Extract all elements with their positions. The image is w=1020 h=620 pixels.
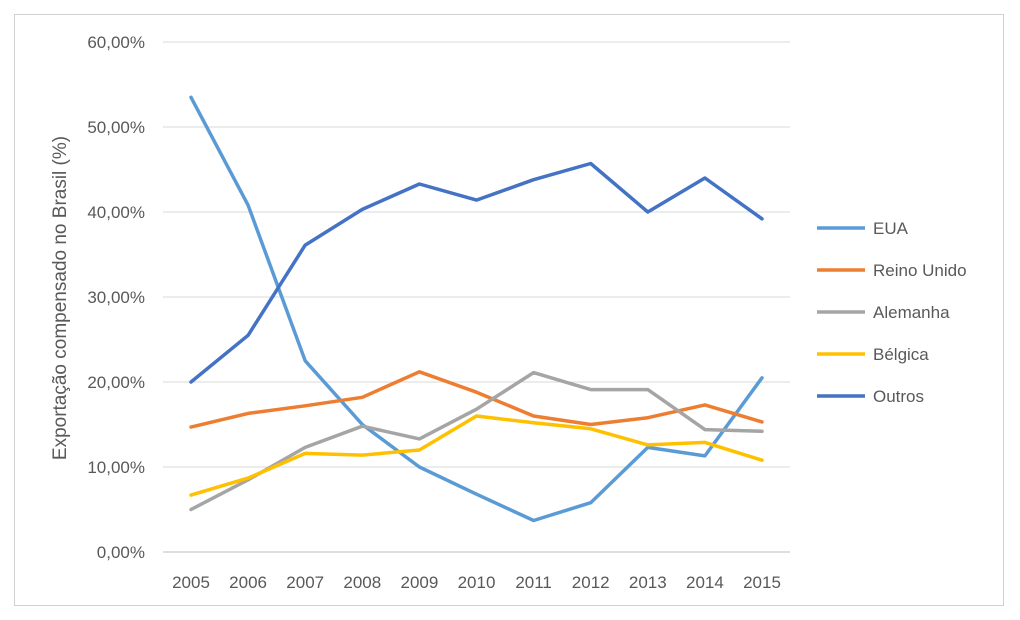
y-axis-ticks: 0,00% 10,00% 20,00% 30,00% 40,00% 50,00% 60,00… — [87, 33, 145, 562]
legend-label: Alemanha — [873, 303, 950, 322]
series-line-alemanha — [189, 370, 764, 512]
y-tick-label: 40,00% — [87, 203, 145, 222]
x-tick-label: 2008 — [343, 573, 381, 592]
x-axis-ticks: 2005 2006 2007 2008 2009 2010 2011 2012 2013 2014… — [172, 573, 781, 592]
legend-label: Outros — [873, 387, 924, 406]
series-line-eua — [189, 95, 764, 523]
x-tick-label: 2015 — [743, 573, 781, 592]
x-tick-label: 2010 — [458, 573, 496, 592]
legend: EUA Reino Unido Alemanha Bélgica Outros — [817, 219, 967, 406]
legend-label: EUA — [873, 219, 909, 238]
y-tick-label: 50,00% — [87, 118, 145, 137]
legend-label: Bélgica — [873, 345, 929, 364]
x-tick-label: 2013 — [629, 573, 667, 592]
x-tick-label: 2012 — [572, 573, 610, 592]
series-line-bélgica — [189, 414, 764, 497]
x-tick-label: 2006 — [229, 573, 267, 592]
series-lines — [189, 95, 764, 523]
series-line-reino-unido — [189, 370, 764, 429]
y-axis-label: Exportação compensado no Brasil (%) — [50, 136, 71, 460]
y-tick-label: 0,00% — [97, 543, 145, 562]
x-tick-label: 2009 — [400, 573, 438, 592]
x-tick-label: 2011 — [515, 573, 552, 592]
y-tick-label: 10,00% — [87, 458, 145, 477]
series-line-outros — [189, 161, 764, 384]
y-tick-label: 30,00% — [87, 288, 145, 307]
x-tick-label: 2005 — [172, 573, 210, 592]
y-tick-label: 20,00% — [87, 373, 145, 392]
x-tick-label: 2007 — [286, 573, 324, 592]
x-tick-label: 2014 — [686, 573, 724, 592]
y-tick-label: 60,00% — [87, 33, 145, 52]
legend-label: Reino Unido — [873, 261, 967, 280]
